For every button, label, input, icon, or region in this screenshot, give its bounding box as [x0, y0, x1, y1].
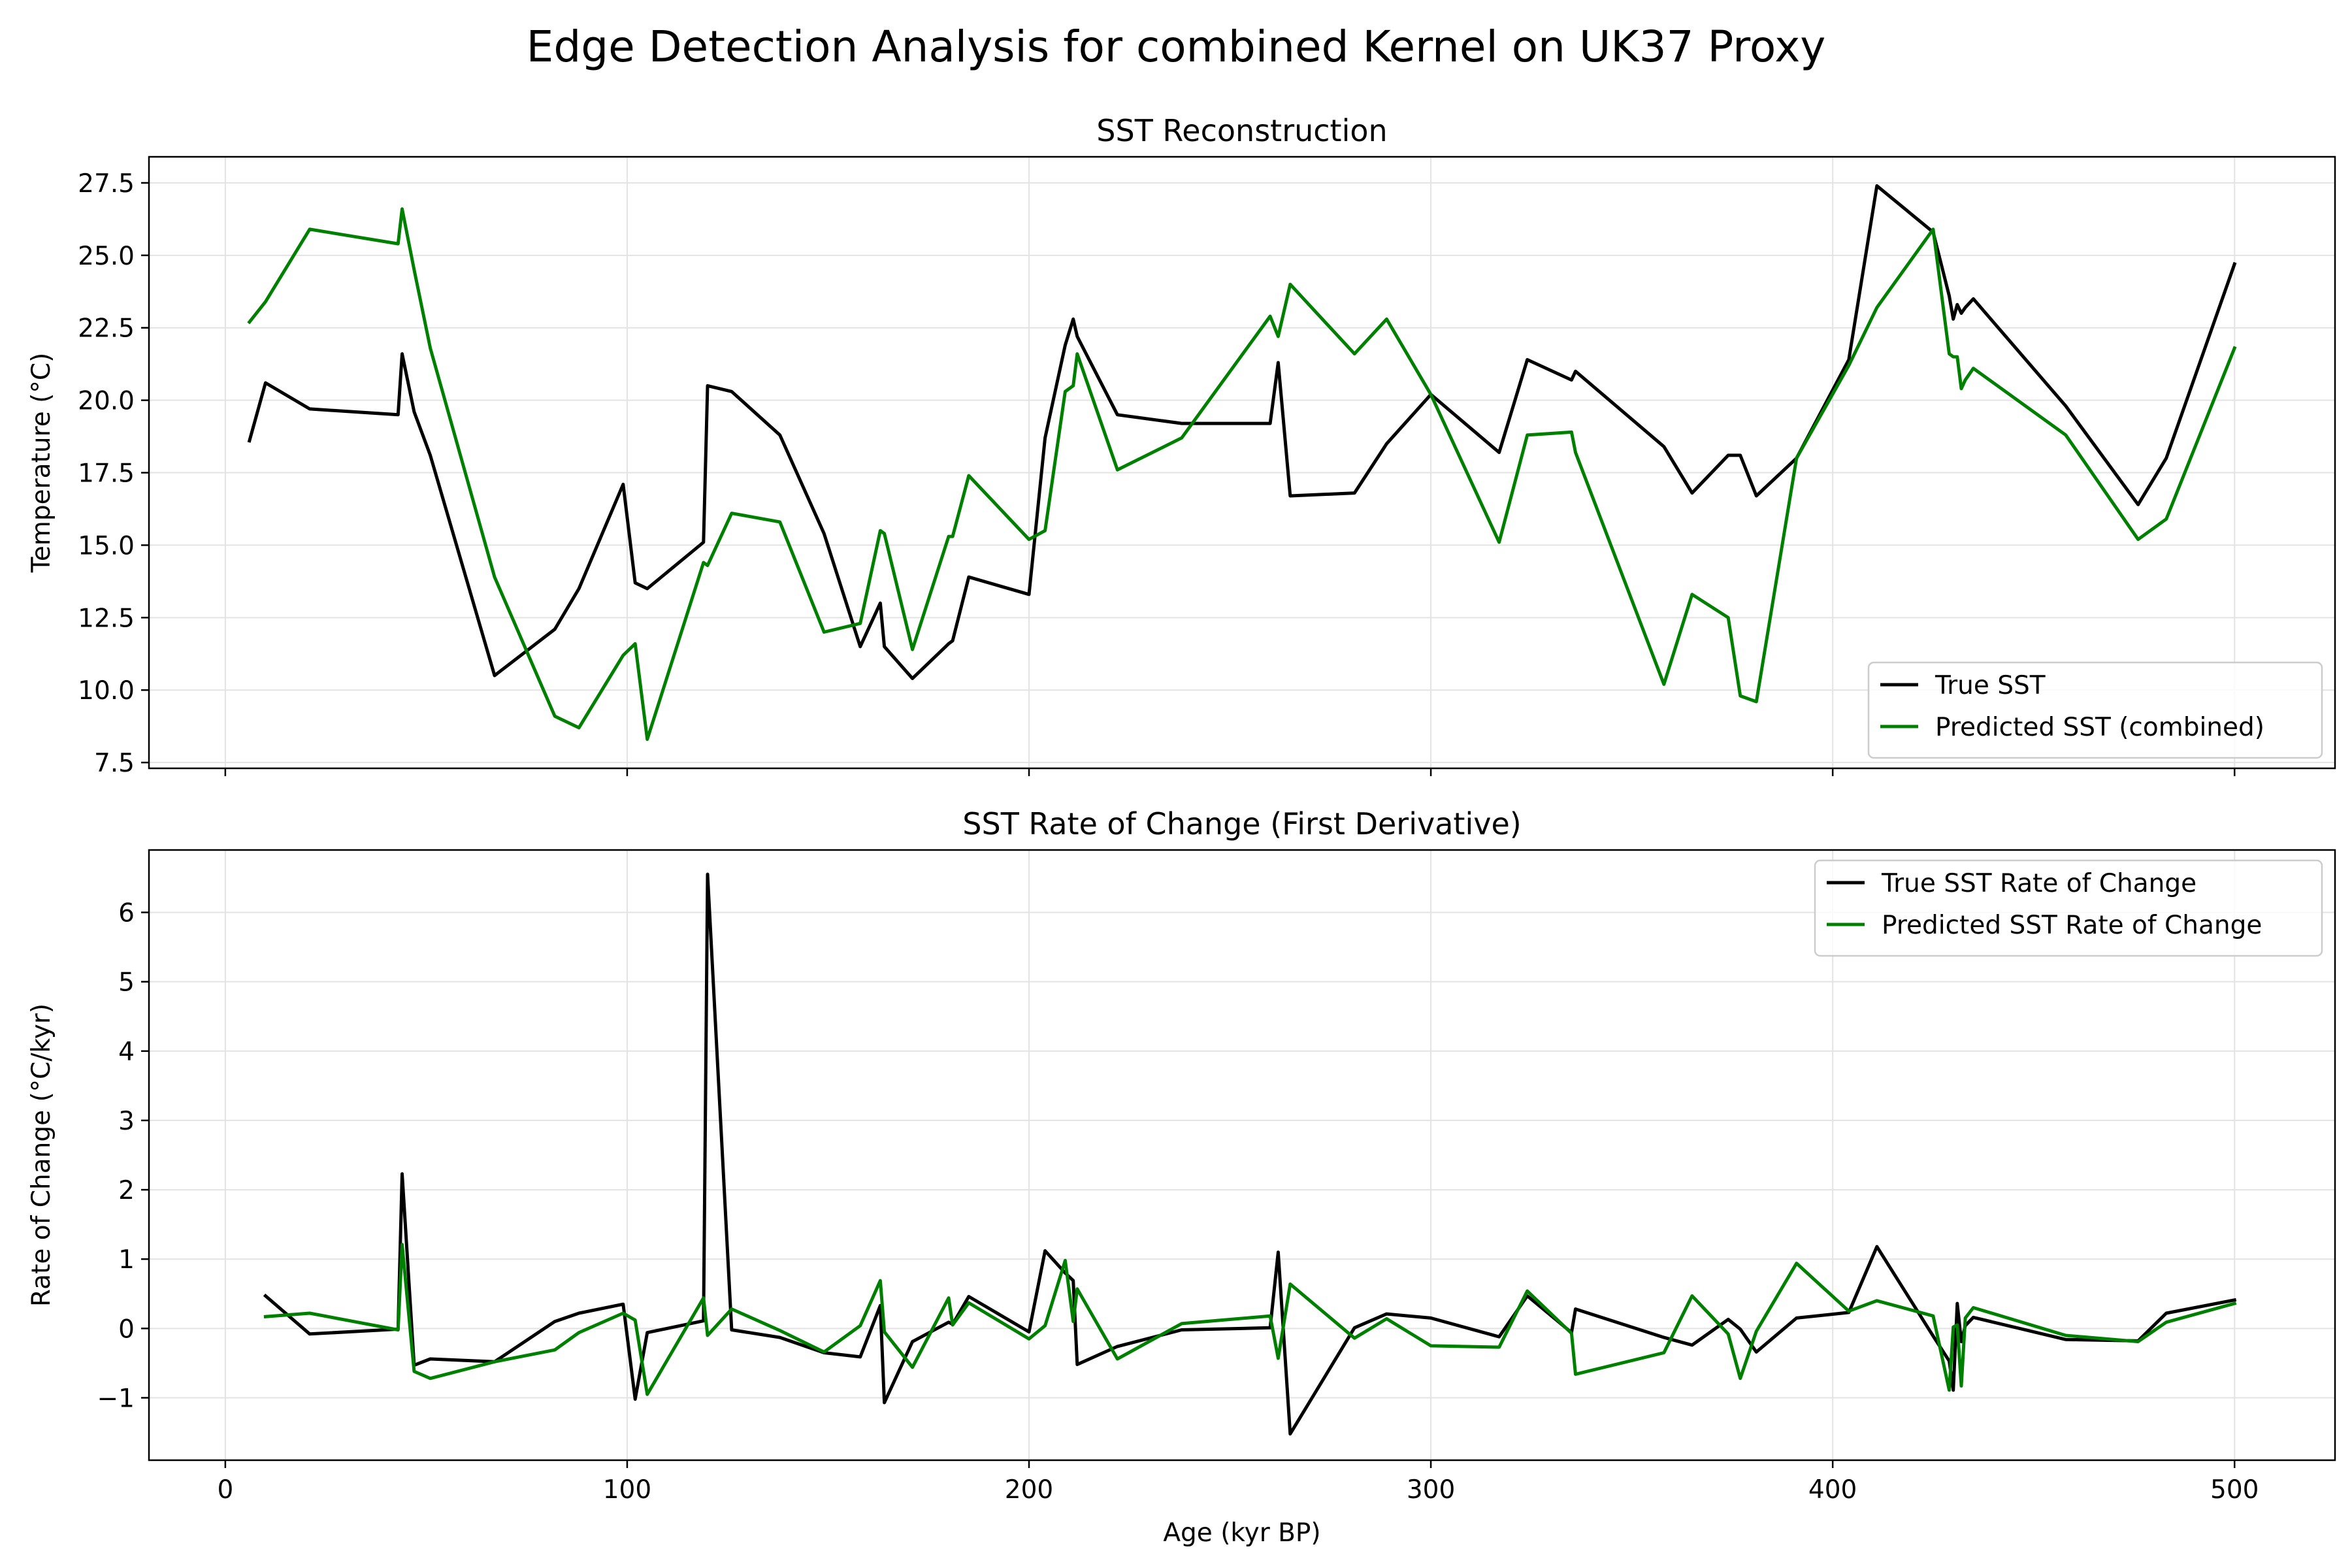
x-tick-label: 500 [2210, 1475, 2259, 1505]
y-tick-label: 1 [118, 1245, 135, 1275]
x-tick-label: 300 [1407, 1475, 1455, 1505]
y-axis-label: Rate of Change (°C/kyr) [27, 1004, 56, 1307]
y-tick-label: 15.0 [78, 531, 135, 561]
y-tick-label: 25.0 [78, 242, 135, 271]
x-tick-label: 0 [217, 1475, 233, 1505]
y-tick-label: 12.5 [78, 604, 135, 633]
y-tick-label: 10.0 [78, 676, 135, 706]
legend-label-1: Predicted SST (combined) [1935, 713, 2264, 742]
y-tick-label: 2 [118, 1176, 135, 1205]
x-tick-label: 100 [603, 1475, 651, 1505]
y-tick-label: 0 [118, 1315, 135, 1344]
y-tick-label: 20.0 [78, 387, 135, 416]
y-tick-label: 7.5 [94, 749, 135, 778]
figure-suptitle: Edge Detection Analysis for combined Ker… [527, 22, 1826, 72]
panel-sst-rate-of-change: 0 100 200 300 400 500 −1 0 1 2 3 4 5 6 SST Rate of Cha… [27, 806, 2336, 1548]
legend: True SST Predicted SST (combined) [1867, 661, 2323, 759]
y-tick-label: 3 [118, 1107, 135, 1136]
legend: True SST Rate of Change Predicted SST Rat… [1814, 859, 2323, 957]
x-tick-label: 200 [1005, 1475, 1053, 1505]
axes-title: SST Reconstruction [1096, 113, 1387, 148]
y-axis-label: Temperature (°C) [27, 353, 56, 574]
y-tick-label: 17.5 [78, 459, 135, 489]
y-tick-label: 22.5 [78, 314, 135, 344]
panel-sst-reconstruction: 7.5 10.0 12.5 15.0 17.5 20.0 22.5 25.0 27.5 SST R… [27, 113, 2336, 778]
x-tick-label: 400 [1808, 1475, 1857, 1505]
y-tick-label: 6 [118, 899, 135, 928]
axes-frame [148, 849, 2336, 1462]
x-axis-label: Age (kyr BP) [1163, 1518, 1320, 1548]
series-line-1 [247, 207, 2237, 742]
legend-label-1: Predicted SST Rate of Change [1882, 911, 2262, 940]
legend-frame [1867, 661, 2323, 759]
y-tick-label: 4 [118, 1037, 135, 1067]
legend-label-0: True SST [1935, 671, 2046, 700]
y-tick-label: −1 [97, 1384, 135, 1413]
y-tick-label: 27.5 [78, 169, 135, 199]
axes-title: SST Rate of Change (First Derivative) [962, 806, 1521, 841]
legend-label-0: True SST Rate of Change [1881, 869, 2197, 898]
series-line-1 [263, 1243, 2237, 1396]
axes-frame [148, 155, 2336, 770]
series-line-0 [263, 872, 2237, 1436]
y-tick-label: 5 [118, 968, 135, 998]
legend-frame [1814, 859, 2323, 957]
